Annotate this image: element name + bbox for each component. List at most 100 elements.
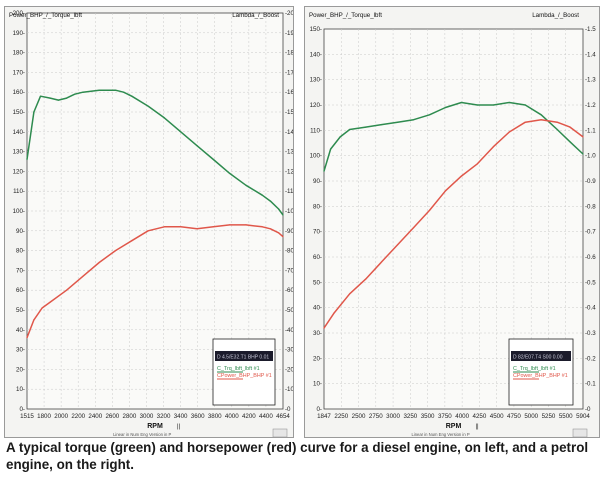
power-point xyxy=(323,327,325,329)
power-point xyxy=(66,289,68,291)
power-point xyxy=(582,136,584,138)
torque-point xyxy=(365,126,367,128)
power-point xyxy=(365,278,367,280)
torque-point xyxy=(114,89,117,91)
x-tick-label: 4400 xyxy=(259,413,273,420)
torque-point xyxy=(26,158,28,161)
torque-point xyxy=(413,119,415,121)
power-point xyxy=(212,226,214,228)
torque-point xyxy=(98,89,100,91)
y-left-tick-label: 120- xyxy=(310,102,322,109)
y-right-tick-label: -200 xyxy=(285,10,293,17)
x-tick-label: 2800 xyxy=(123,413,137,420)
torque-point xyxy=(508,101,510,104)
x-tick-label: 2500 xyxy=(352,413,366,420)
torque-point xyxy=(196,145,198,147)
power-point xyxy=(333,312,335,314)
power-point xyxy=(261,226,263,228)
torque-point xyxy=(66,97,68,99)
x-tick-label: 2200 xyxy=(71,413,85,420)
torque-point xyxy=(282,214,284,216)
x-tick-label: 2000 xyxy=(54,413,68,420)
y-right-tick-label: -110 xyxy=(285,188,293,195)
figure-caption: A typical torque (green) and horsepower … xyxy=(6,440,589,472)
y-left-tick-label: 190- xyxy=(13,30,25,37)
power-point xyxy=(349,293,351,295)
y-left-tick-label: 90- xyxy=(16,228,25,235)
y-right-tick-label: -100 xyxy=(285,208,293,215)
y-right-tick-label: -1.4 xyxy=(585,51,596,58)
y-left-tick-label: 20- xyxy=(16,366,25,373)
petrol-chart: 1847 2250 2500 2750 3000 3250 3500 3750 4000 4250… xyxy=(309,12,596,437)
power-line xyxy=(26,224,284,338)
x-tick-label: 1847 xyxy=(317,413,331,420)
power-point xyxy=(180,226,182,228)
torque-point xyxy=(323,170,325,172)
torque-point xyxy=(57,99,60,101)
y-right-tick-label: -0 xyxy=(285,406,291,413)
x-tick-label: 4654 xyxy=(276,413,290,420)
x-tick-label: 3750 xyxy=(438,413,452,420)
power-point xyxy=(49,301,51,303)
y-right-tick-label: -70 xyxy=(285,267,293,274)
power-line xyxy=(323,118,584,329)
x-tick-label: 1515 xyxy=(20,413,34,420)
torque-point xyxy=(74,93,76,95)
torque-point xyxy=(33,111,35,113)
power-point xyxy=(397,244,399,246)
legend-entry: C_Trq_lbft_lbft #1 xyxy=(217,366,260,372)
y-left-tick-label: 40- xyxy=(16,327,25,334)
y-left-tick-label: 90- xyxy=(313,178,322,185)
y-right-tick-label: -0.3 xyxy=(585,330,596,337)
torque-point xyxy=(556,128,558,131)
torque-point xyxy=(444,106,447,109)
x-tick-label: 3000 xyxy=(386,413,400,420)
x-tick-label: 3200 xyxy=(157,413,171,420)
y-right-tick-label: -1.2 xyxy=(585,102,596,109)
y-right-tick-label: -0 xyxy=(585,406,591,413)
x-tick-label: 5250 xyxy=(542,413,556,420)
y-right-tick-label: -190 xyxy=(285,30,293,37)
x-tick-label: 4750 xyxy=(507,413,521,420)
y-right-tick-label: -50 xyxy=(285,307,293,314)
x-tick-label: 3000 xyxy=(140,413,154,420)
x-axis-label: RPM xyxy=(446,423,462,430)
y-left-tick-label: 120- xyxy=(13,168,25,175)
torque-point xyxy=(460,101,462,104)
y-right-tick-label: -80 xyxy=(285,248,293,255)
x-tick-label: 4000 xyxy=(225,413,239,420)
y-right-tick-label: -0.8 xyxy=(585,203,596,210)
y-right-tick-label: -1.0 xyxy=(585,153,596,160)
y-right-tick-label: -40 xyxy=(285,327,293,334)
torque-point xyxy=(492,104,494,106)
y-right-tick-label: -1.3 xyxy=(585,77,596,84)
torque-point xyxy=(163,117,165,119)
x-tick-label: 5500 xyxy=(559,413,573,420)
y-left-tick-label: 70- xyxy=(313,229,322,236)
y-left-tick-label: 110- xyxy=(13,188,25,195)
torque-point xyxy=(278,208,280,210)
torque-point xyxy=(147,105,149,107)
right-axis-group-label: Lambda_/_Boost xyxy=(232,12,279,19)
torque-point xyxy=(180,131,182,133)
y-left-tick-label: 130- xyxy=(13,149,25,156)
power-point xyxy=(131,240,133,242)
diesel-chart: 1515 1800 2000 2200 2400 2600 2800 3000 3200 3400… xyxy=(9,10,293,437)
power-point xyxy=(33,319,35,321)
y-right-tick-label: -130 xyxy=(285,149,293,156)
y-right-tick-label: -60 xyxy=(285,287,293,294)
y-left-tick-label: 100- xyxy=(13,208,25,215)
y-right-tick-label: -30 xyxy=(285,347,293,354)
power-point xyxy=(569,126,571,128)
x-axis-label: RPM xyxy=(147,423,163,430)
y-left-tick-label: 200- xyxy=(13,10,25,17)
y-left-tick-label: 30- xyxy=(16,347,25,354)
power-point xyxy=(508,131,510,133)
x-tick-label: 4000 xyxy=(455,413,469,420)
right-axis-group-label: Lambda_/_Boost xyxy=(532,12,579,19)
left-axis-group-label: Power_BHP_/_Torque_lbft xyxy=(309,12,382,19)
x-tick-label: 3250 xyxy=(403,413,417,420)
power-point xyxy=(269,228,271,230)
torque-point xyxy=(540,114,542,116)
power-point xyxy=(460,175,462,177)
